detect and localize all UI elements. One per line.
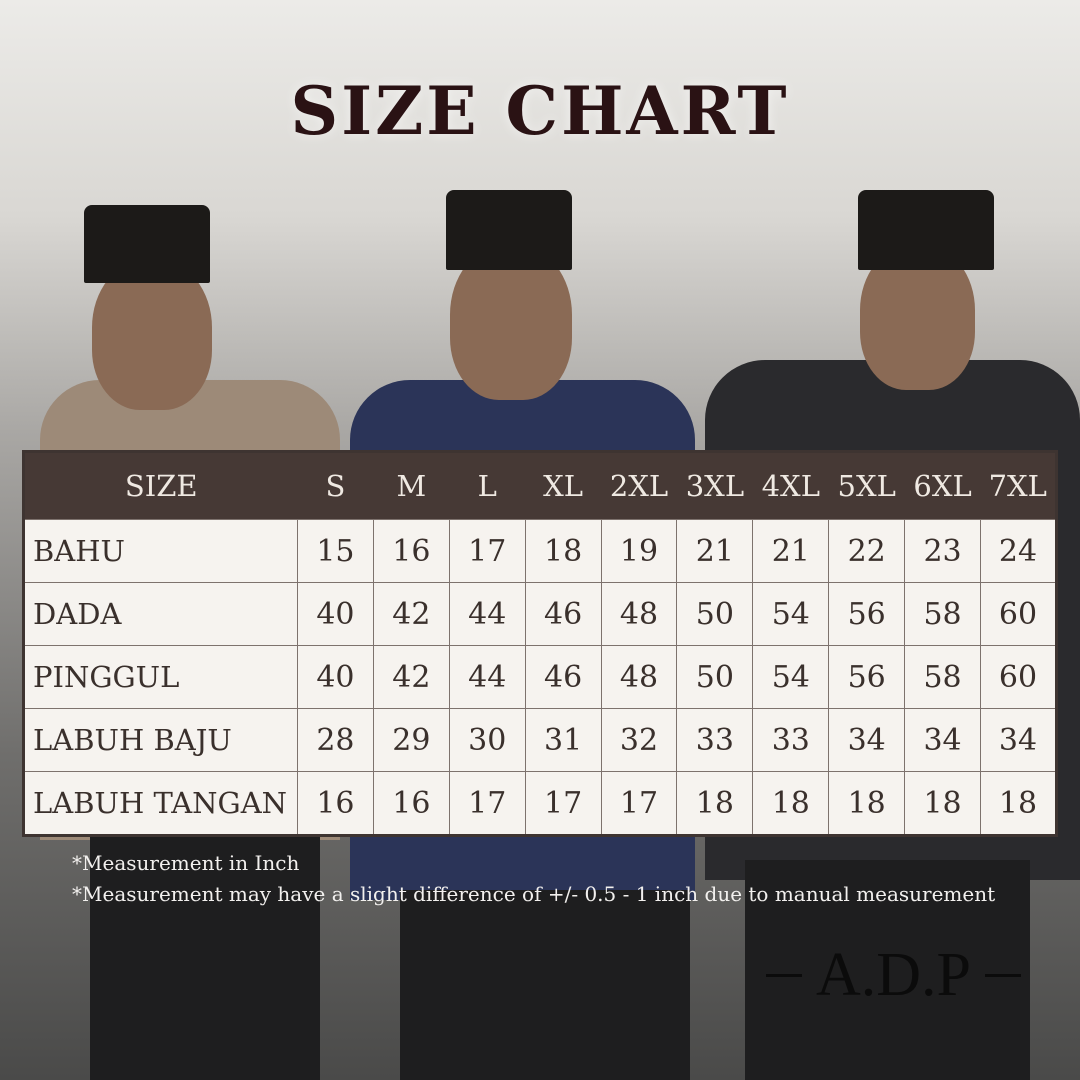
header-size-7xl: 7XL — [980, 451, 1057, 520]
table-cell: 34 — [980, 708, 1057, 772]
table-row: DADA 40 42 44 46 48 50 54 56 58 60 — [23, 582, 1057, 646]
table-cell: 44 — [448, 582, 526, 646]
row-label: DADA — [23, 582, 298, 646]
table-cell: 18 — [524, 519, 602, 583]
brand-logo: A.D.P — [766, 940, 1066, 1011]
table-cell: 33 — [752, 708, 830, 772]
table-cell: 50 — [676, 582, 754, 646]
table-cell: 42 — [372, 582, 450, 646]
table-cell: 21 — [752, 519, 830, 583]
table-cell: 19 — [600, 519, 678, 583]
table-cell: 40 — [297, 645, 374, 709]
header-size-label: SIZE — [23, 451, 298, 520]
table-cell: 54 — [752, 645, 830, 709]
table-cell: 56 — [828, 582, 906, 646]
header-size-xl: XL — [525, 451, 602, 520]
table-cell: 60 — [980, 645, 1057, 709]
table-cell: 58 — [904, 645, 982, 709]
logo-dash-right — [985, 974, 1022, 977]
table-cell: 28 — [297, 708, 374, 772]
table-cell: 17 — [448, 519, 526, 583]
notes: *Measurement in Inch *Measurement may ha… — [72, 848, 995, 910]
table-cell: 15 — [297, 519, 374, 583]
table-cell: 34 — [828, 708, 906, 772]
table-cell: 56 — [828, 645, 906, 709]
row-label: LABUH TANGAN — [23, 771, 298, 836]
table-cell: 48 — [600, 582, 678, 646]
table-cell: 18 — [676, 771, 754, 836]
table-cell: 24 — [980, 519, 1057, 583]
table-cell: 50 — [676, 645, 754, 709]
table-cell: 22 — [828, 519, 906, 583]
table-cell: 32 — [600, 708, 678, 772]
header-size-2xl: 2XL — [601, 451, 677, 520]
table-cell: 42 — [372, 645, 450, 709]
page-title: SIZE CHART — [290, 72, 790, 150]
table-row: BAHU 15 16 17 18 19 21 21 22 23 24 — [23, 519, 1057, 583]
table-cell: 17 — [448, 771, 526, 836]
table-cell: 34 — [904, 708, 982, 772]
table-cell: 33 — [676, 708, 754, 772]
table-cell: 29 — [372, 708, 450, 772]
row-label: LABUH BAJU — [23, 708, 298, 772]
header-size-m: M — [373, 451, 450, 520]
table-header-row: SIZE S M L XL 2XL 3XL 4XL 5XL 6XL 7XL — [23, 451, 1057, 520]
header-size-6xl: 6XL — [904, 451, 981, 520]
table-cell: 17 — [600, 771, 678, 836]
table-row: PINGGUL 40 42 44 46 48 50 54 56 58 60 — [23, 645, 1057, 709]
row-label: BAHU — [23, 519, 298, 583]
table-cell: 16 — [297, 771, 374, 836]
table-cell: 44 — [448, 645, 526, 709]
table-cell: 21 — [676, 519, 754, 583]
table-cell: 18 — [904, 771, 982, 836]
table-cell: 48 — [600, 645, 678, 709]
header-size-4xl: 4XL — [752, 451, 829, 520]
table-cell: 31 — [524, 708, 602, 772]
table-cell: 18 — [752, 771, 830, 836]
note-tolerance: *Measurement may have a slight differenc… — [72, 882, 996, 906]
header-size-5xl: 5XL — [828, 451, 905, 520]
table-cell: 58 — [904, 582, 982, 646]
table-row: LABUH TANGAN 16 16 17 17 17 18 18 18 18 18 — [23, 771, 1057, 836]
table-cell: 16 — [372, 519, 450, 583]
table-cell: 17 — [524, 771, 602, 836]
table-cell: 23 — [904, 519, 982, 583]
header-size-l: L — [449, 451, 526, 520]
header-size-3xl: 3XL — [676, 451, 753, 520]
logo-dash-left — [766, 974, 802, 977]
logo-text: A.D.P — [816, 941, 972, 1009]
table-cell: 30 — [448, 708, 526, 772]
row-label: PINGGUL — [23, 645, 298, 709]
table-cell: 16 — [372, 771, 450, 836]
table-cell: 18 — [980, 771, 1057, 836]
table-cell: 46 — [524, 582, 602, 646]
table-cell: 40 — [297, 582, 374, 646]
table-row: LABUH BAJU 28 29 30 31 32 33 33 34 34 34 — [23, 708, 1057, 772]
table-cell: 46 — [524, 645, 602, 709]
note-unit: *Measurement in Inch — [72, 851, 300, 875]
table-cell: 60 — [980, 582, 1057, 646]
table-cell: 18 — [828, 771, 906, 836]
header-size-s: S — [297, 451, 374, 520]
table-cell: 54 — [752, 582, 830, 646]
size-chart-table: SIZE S M L XL 2XL 3XL 4XL 5XL 6XL 7XL BAHU 15 16 17 18… — [22, 450, 1058, 837]
